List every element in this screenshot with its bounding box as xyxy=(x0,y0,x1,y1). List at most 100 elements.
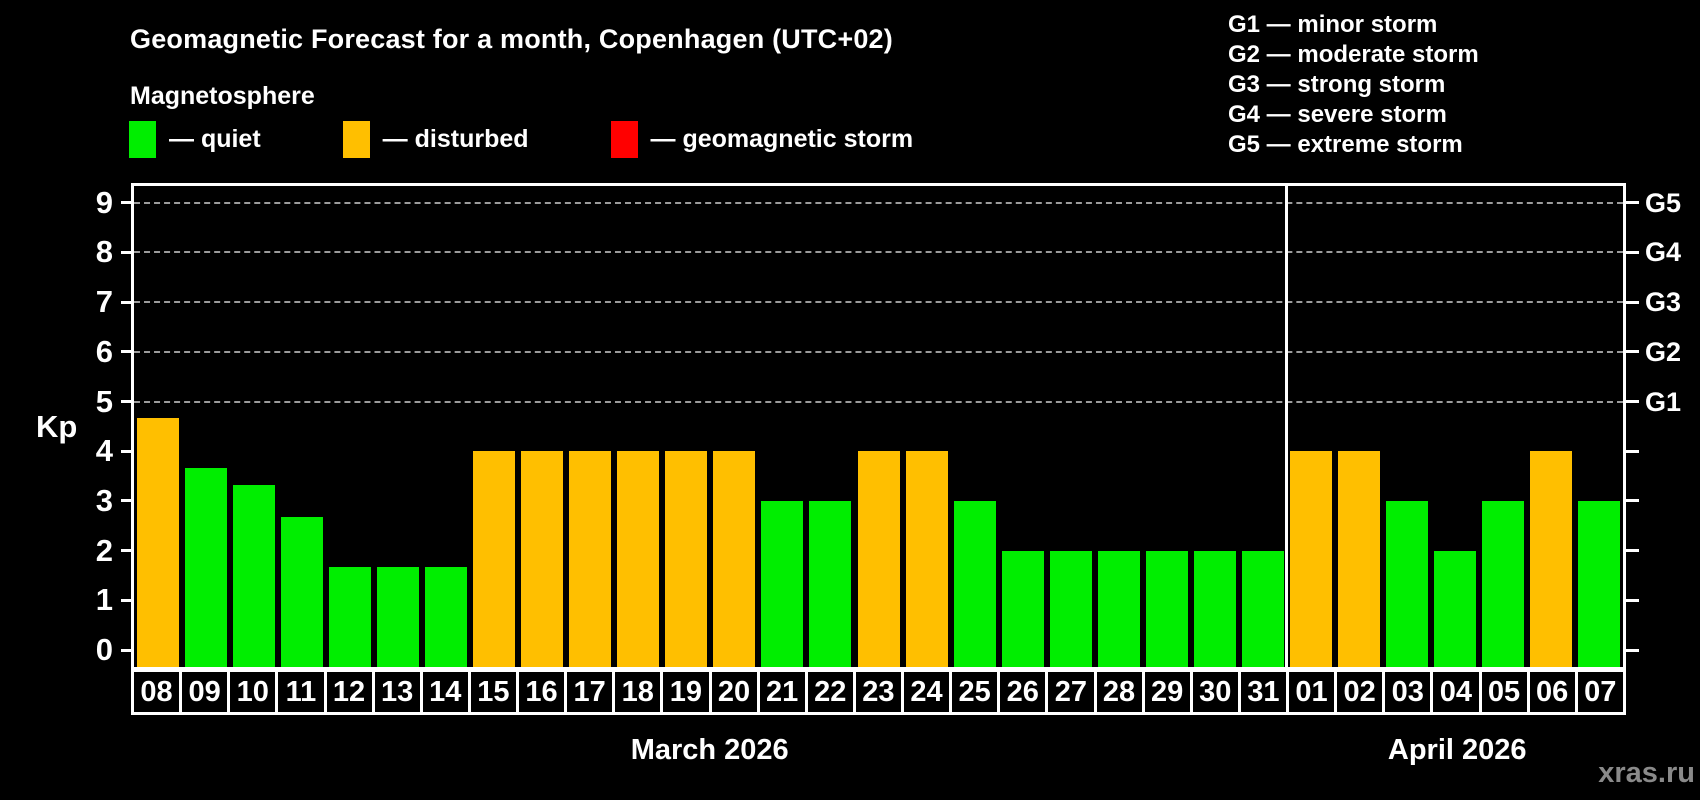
date-cell-mar-25: 25 xyxy=(949,669,1001,715)
legend-item-quiet: — quiet xyxy=(129,121,261,158)
right-axis-tick-8 xyxy=(1626,250,1639,254)
kp-bar-mar-11 xyxy=(281,517,324,667)
right-axis-tick-5 xyxy=(1626,400,1639,403)
y-axis-tick-0 xyxy=(121,648,134,652)
right-axis-tick-0 xyxy=(1626,648,1639,652)
kp-bar-mar-16 xyxy=(521,451,564,667)
kp-bar-mar-27 xyxy=(1049,550,1092,667)
y-axis-tick-5 xyxy=(121,400,134,403)
y-axis-tick-1 xyxy=(121,598,134,602)
kp-bar-mar-31 xyxy=(1241,550,1284,667)
date-cell-mar-11: 11 xyxy=(275,669,327,715)
kp-bar-mar-15 xyxy=(473,451,516,667)
y-axis-tick-8 xyxy=(121,250,134,254)
date-cell-mar-31: 31 xyxy=(1237,669,1289,715)
date-cell-mar-15: 15 xyxy=(467,669,519,715)
g-scale-label-g4: G4 xyxy=(1645,237,1682,268)
kp-bar-mar-23 xyxy=(857,451,900,667)
kp-bar-mar-10 xyxy=(233,484,276,667)
kp-bar-mar-25 xyxy=(953,500,996,667)
date-cell-mar-23: 23 xyxy=(852,669,904,715)
grid-line-kp8 xyxy=(134,251,1623,254)
y-axis-tick-2 xyxy=(121,549,134,553)
date-cell-mar-22: 22 xyxy=(804,669,856,715)
g3-legend-line: G3 — strong storm xyxy=(1228,71,1446,98)
kp-bar-mar-09 xyxy=(185,467,228,667)
y-axis-tick-9 xyxy=(121,201,134,205)
date-cell-apr-05: 05 xyxy=(1478,669,1530,715)
y-axis-tick-6 xyxy=(121,350,134,354)
y-axis-label-8: 8 xyxy=(95,234,113,270)
month-separator-line xyxy=(1285,186,1289,667)
y-axis-label-2: 2 xyxy=(95,532,113,568)
grid-line-kp5 xyxy=(134,400,1623,403)
disturbed-swatch xyxy=(342,121,370,158)
date-cell-mar-09: 09 xyxy=(179,669,231,715)
date-cell-mar-16: 16 xyxy=(516,669,568,715)
date-cell-mar-12: 12 xyxy=(323,669,375,715)
storm-swatch xyxy=(610,121,638,158)
date-cell-apr-04: 04 xyxy=(1430,669,1482,715)
y-axis-tick-7 xyxy=(121,300,134,304)
y-axis-label-0: 0 xyxy=(95,632,113,667)
legend-item-storm: — geomagnetic storm xyxy=(610,121,914,158)
kp-bar-mar-24 xyxy=(905,451,948,667)
g2-legend-line: G2 — moderate storm xyxy=(1228,41,1479,68)
storm-label: — geomagnetic storm xyxy=(650,125,914,153)
g4-legend-line: G4 — severe storm xyxy=(1228,101,1447,128)
y-axis-tick-3 xyxy=(121,499,134,503)
grid-line-kp7 xyxy=(134,301,1623,304)
month-label-march: March 2026 xyxy=(630,734,789,766)
kp-axis-label: Kp xyxy=(36,409,78,444)
kp-bar-mar-17 xyxy=(569,451,612,667)
date-cell-mar-29: 29 xyxy=(1141,669,1193,715)
kp-bar-apr-06 xyxy=(1529,451,1572,667)
month-label-april: April 2026 xyxy=(1387,734,1527,766)
kp-bar-mar-13 xyxy=(377,567,420,667)
watermark: xras.ru xyxy=(1598,757,1695,789)
date-cell-mar-19: 19 xyxy=(660,669,712,715)
date-cell-mar-10: 10 xyxy=(227,669,279,715)
chart-title: Geomagnetic Forecast for a month, Copenh… xyxy=(130,24,893,54)
chart-subtitle: Magnetosphere xyxy=(130,82,315,110)
plot-area xyxy=(131,183,1626,670)
y-axis-label-6: 6 xyxy=(95,333,113,369)
g-scale-label-g2: G2 xyxy=(1645,336,1682,367)
y-axis-label-9: 9 xyxy=(95,184,113,220)
right-axis-tick-6 xyxy=(1626,350,1639,354)
kp-bar-mar-21 xyxy=(761,500,804,667)
y-axis-label-1: 1 xyxy=(95,582,113,618)
kp-bar-mar-18 xyxy=(617,451,660,667)
date-cell-apr-02: 02 xyxy=(1334,669,1386,715)
g1-legend-line: G1 — minor storm xyxy=(1228,11,1438,38)
disturbed-label: — disturbed xyxy=(382,125,529,153)
kp-bar-apr-07 xyxy=(1577,500,1620,667)
date-cell-mar-08: 08 xyxy=(131,669,183,715)
kp-bar-mar-08 xyxy=(137,417,180,667)
quiet-label: — quiet xyxy=(169,125,261,153)
y-axis-label-5: 5 xyxy=(95,383,113,419)
y-axis-label-3: 3 xyxy=(95,482,113,518)
date-cell-mar-28: 28 xyxy=(1093,669,1145,715)
grid-line-kp9 xyxy=(134,201,1623,204)
kp-bar-mar-19 xyxy=(665,451,708,667)
right-axis-tick-9 xyxy=(1626,201,1639,205)
g-scale-label-g1: G1 xyxy=(1645,386,1682,417)
g-scale-label-g3: G3 xyxy=(1645,287,1682,318)
legend: — quiet — disturbed — geomagnetic storm xyxy=(129,121,995,158)
kp-bar-apr-05 xyxy=(1481,500,1524,667)
right-axis-tick-1 xyxy=(1626,598,1639,602)
kp-bar-mar-29 xyxy=(1145,550,1188,667)
date-cell-mar-20: 20 xyxy=(708,669,760,715)
date-cell-apr-07: 07 xyxy=(1574,669,1626,715)
kp-bar-mar-26 xyxy=(1001,550,1044,667)
y-axis-tick-4 xyxy=(121,449,134,453)
kp-bar-mar-28 xyxy=(1097,550,1140,667)
quiet-swatch xyxy=(129,121,156,158)
kp-bar-apr-03 xyxy=(1385,500,1428,667)
date-cell-mar-21: 21 xyxy=(756,669,808,715)
y-axis-label-7: 7 xyxy=(95,284,113,320)
date-cell-mar-26: 26 xyxy=(997,669,1049,715)
kp-bar-apr-04 xyxy=(1433,550,1476,667)
date-cell-mar-27: 27 xyxy=(1045,669,1097,715)
